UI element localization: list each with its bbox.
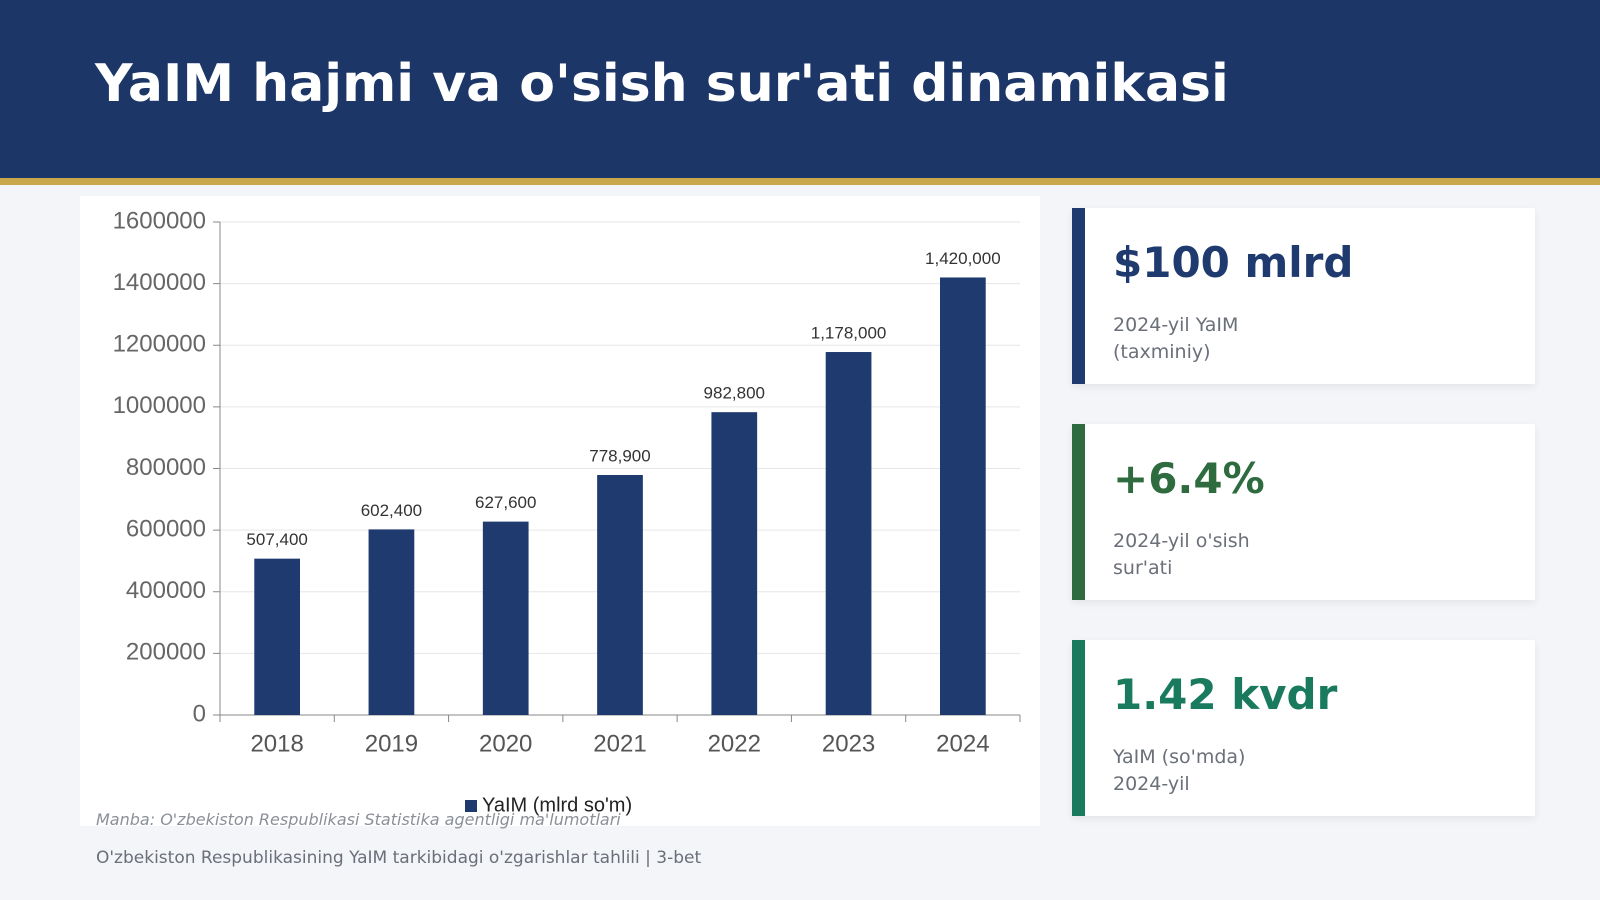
x-tick-label: 2024 bbox=[936, 730, 989, 757]
y-tick-label: 800000 bbox=[126, 454, 206, 481]
y-tick-label: 1400000 bbox=[113, 269, 206, 296]
value-label: 1,420,000 bbox=[925, 249, 1001, 268]
value-label: 778,900 bbox=[589, 446, 650, 465]
x-tick-label: 2022 bbox=[708, 730, 761, 757]
kpi-label-line: YaIM (so'mda) bbox=[1113, 746, 1246, 768]
source-note: Manba: O'zbekiston Respublikasi Statisti… bbox=[96, 810, 621, 829]
value-label: 1,178,000 bbox=[811, 324, 887, 343]
header: YaIM hajmi va o'sish sur'ati dinamikasi bbox=[0, 0, 1600, 185]
y-tick-label: 200000 bbox=[126, 639, 206, 666]
legend-label: YaIM (mlrd so'm) bbox=[482, 794, 632, 816]
bar bbox=[711, 412, 758, 715]
value-label: 602,400 bbox=[361, 501, 422, 520]
footer: O'zbekiston Respublikasining YaIM tarkib… bbox=[96, 848, 702, 868]
kpi-label-line: 2024-yil o'sish bbox=[1113, 530, 1250, 552]
kpi-value: $100 mlrd bbox=[1113, 238, 1354, 287]
legend-swatch bbox=[465, 800, 477, 812]
value-label: 982,800 bbox=[704, 384, 765, 403]
bar bbox=[368, 529, 415, 715]
y-tick-label: 1000000 bbox=[113, 392, 206, 419]
y-tick-label: 400000 bbox=[126, 577, 206, 604]
y-tick-label: 1200000 bbox=[113, 331, 206, 358]
bar bbox=[825, 352, 872, 715]
kpi-label: 2024-yil YaIM (taxminiy) bbox=[1113, 312, 1238, 366]
kpi-label-line: sur'ati bbox=[1113, 557, 1173, 579]
value-label: 627,600 bbox=[475, 493, 536, 512]
kpi-label-line: (taxminiy) bbox=[1113, 341, 1211, 363]
bar bbox=[940, 277, 986, 715]
y-tick-label: 600000 bbox=[126, 515, 206, 542]
y-tick-label: 0 bbox=[193, 700, 206, 727]
kpi-label-line: 2024-yil YaIM bbox=[1113, 314, 1239, 336]
kpi-label: 2024-yil o'sish sur'ati bbox=[1113, 528, 1250, 582]
kpi-value: 1.42 kvdr bbox=[1113, 670, 1338, 719]
slide-title: YaIM hajmi va o'sish sur'ati dinamikasi bbox=[95, 54, 1229, 114]
x-tick-label: 2020 bbox=[479, 730, 532, 757]
x-tick-label: 2019 bbox=[365, 730, 418, 757]
x-tick-label: 2021 bbox=[593, 730, 646, 757]
x-tick-label: 2023 bbox=[822, 730, 875, 757]
kpi-value: +6.4% bbox=[1113, 454, 1265, 503]
kpi-card: $100 mlrd 2024-yil YaIM (taxminiy) bbox=[1072, 208, 1535, 384]
y-tick-label: 1600000 bbox=[113, 207, 206, 234]
value-label: 507,400 bbox=[246, 530, 307, 549]
bar bbox=[254, 558, 300, 715]
kpi-card: +6.4% 2024-yil o'sish sur'ati bbox=[1072, 424, 1535, 600]
chart-panel: 0 200000 400000 600000 800000 1000000 1200000 1… bbox=[80, 196, 1040, 826]
chart: 0 200000 400000 600000 800000 1000000 1200000 1… bbox=[113, 207, 1021, 816]
bar bbox=[482, 521, 529, 715]
kpi-label: YaIM (so'mda) 2024-yil bbox=[1113, 744, 1245, 798]
kpi-label-line: 2024-yil bbox=[1113, 773, 1190, 795]
bar bbox=[597, 475, 643, 715]
kpi-card: 1.42 kvdr YaIM (so'mda) 2024-yil bbox=[1072, 640, 1535, 816]
x-tick-label: 2018 bbox=[250, 730, 303, 757]
